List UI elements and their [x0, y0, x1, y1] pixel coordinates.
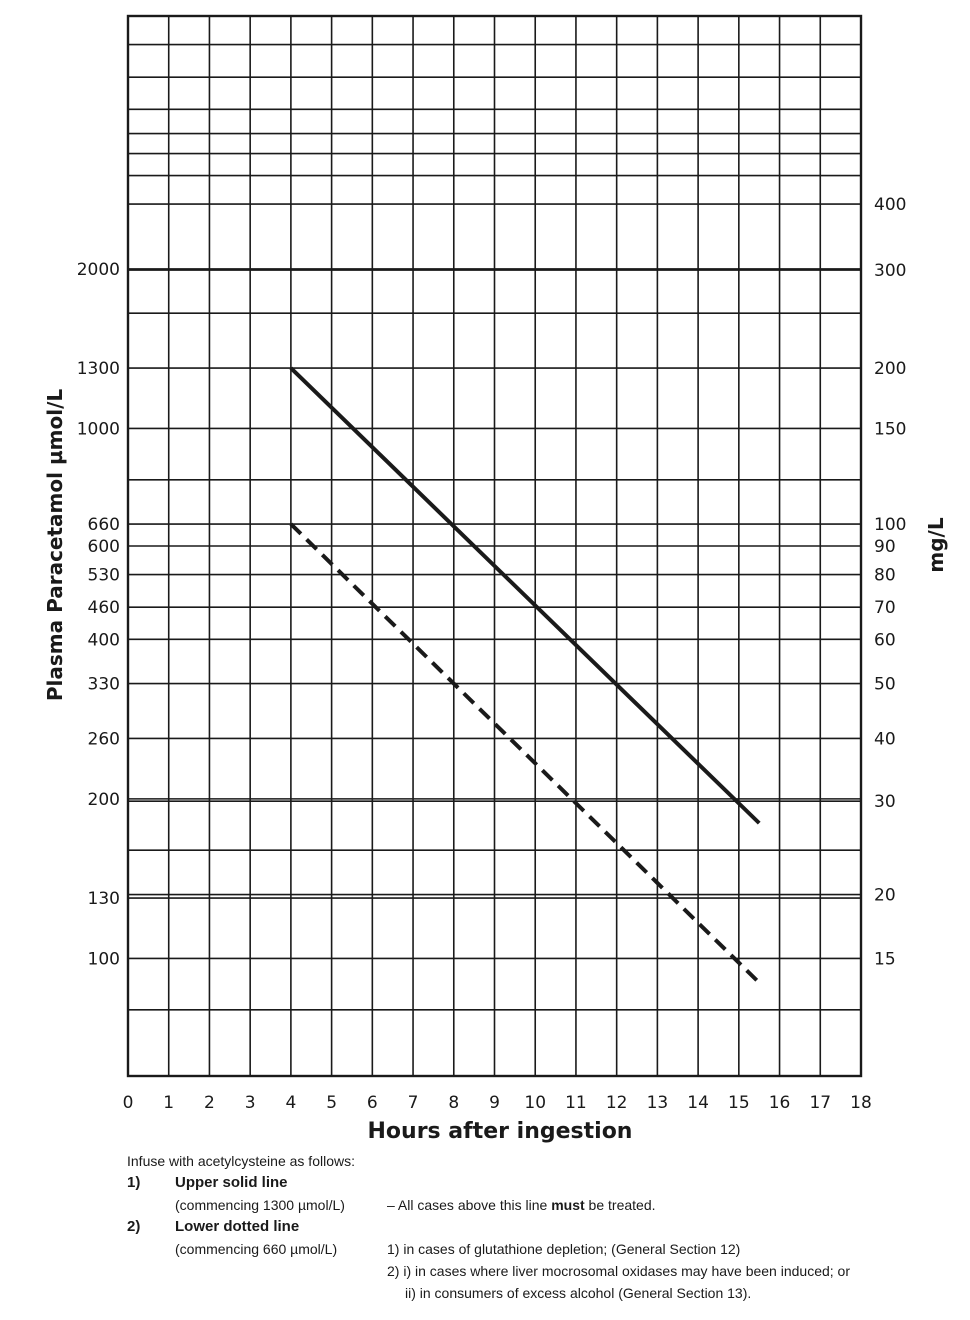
note-item-2-commence: (commencing 660 µmol/L) — [175, 1241, 338, 1257]
upper-solid-line — [289, 366, 761, 825]
x-tick-label: 9 — [489, 1093, 500, 1113]
x-tick-label: 17 — [809, 1093, 831, 1113]
right-tick-label: 30 — [874, 792, 896, 812]
right-tick-label: 400 — [874, 195, 906, 215]
left-tick-label: 100 — [88, 949, 120, 969]
right-tick-label: 70 — [874, 598, 896, 618]
horizontal-gridlines — [128, 15, 861, 1011]
x-tick-label: 14 — [687, 1093, 709, 1113]
treatment-notes: Infuse with acetylcysteine as follows: 1… — [127, 1150, 947, 1304]
left-tick-label: 200 — [88, 790, 120, 810]
x-tick-label: 15 — [728, 1093, 750, 1113]
left-tick-label: 330 — [88, 675, 120, 695]
nomogram-chart: 0 1 2 3 4 5 6 7 8 9 10 11 12 13 14 15 16 17 18 20001300100… — [43, 14, 948, 1144]
x-tick-label: 12 — [606, 1093, 628, 1113]
right-tick-label: 20 — [874, 886, 896, 906]
left-tick-label: 130 — [88, 889, 120, 909]
x-tick-label: 3 — [245, 1093, 256, 1113]
left-tick-label: 260 — [88, 729, 120, 749]
right-tick-label: 90 — [874, 537, 896, 557]
left-tick-label: 400 — [88, 630, 120, 650]
left-tick-label: 530 — [88, 566, 120, 586]
note-item-2-line-3: ii) in consumers of excess alcohol (Gene… — [405, 1285, 752, 1301]
right-tick-label: 100 — [874, 515, 906, 535]
note-item-2-line-1: 1) in cases of glutathione depletion; (G… — [387, 1241, 741, 1257]
right-tick-label: 80 — [874, 566, 896, 586]
x-tick-label: 8 — [448, 1093, 459, 1113]
right-tick-label: 300 — [874, 261, 906, 281]
left-tick-label: 2000 — [77, 260, 120, 280]
left-tick-label: 460 — [88, 598, 120, 618]
right-tick-label: 50 — [874, 675, 896, 695]
note-item-2: 2) Lower dotted line — [127, 1216, 947, 1238]
x-tick-label: 2 — [204, 1093, 215, 1113]
note-item-2-number: 2) — [127, 1218, 141, 1235]
left-tick-label: 660 — [88, 515, 120, 535]
note-item-1: 1) Upper solid line — [127, 1172, 947, 1194]
x-tick-label: 13 — [647, 1093, 669, 1113]
note-item-1-text: – All cases above this line must be trea… — [387, 1194, 656, 1216]
x-tick-label: 5 — [326, 1093, 337, 1113]
x-tick-label: 18 — [850, 1093, 872, 1113]
right-tick-label: 200 — [874, 359, 906, 379]
y-axis-label-left: Plasma Paracetamol µmol/L — [43, 389, 67, 702]
notes-intro: Infuse with acetylcysteine as follows: — [127, 1153, 355, 1169]
x-tick-label: 16 — [769, 1093, 791, 1113]
right-tick-label: 60 — [874, 630, 896, 650]
note-item-1-commence: (commencing 1300 µmol/L) — [175, 1197, 345, 1213]
x-tick-label: 0 — [123, 1093, 134, 1113]
plot-frame — [126, 14, 863, 1078]
x-tick-label: 4 — [285, 1093, 296, 1113]
y-axis-label-right: mg/L — [924, 517, 948, 572]
x-tick-label: 6 — [367, 1093, 378, 1113]
note-item-1-text-b: be treated. — [584, 1197, 656, 1213]
x-tick-label: 10 — [524, 1093, 546, 1113]
right-tick-label: 150 — [874, 419, 906, 439]
note-item-2-line-2: 2) i) in cases where liver mocrosomal ox… — [387, 1263, 850, 1279]
left-tick-label: 600 — [88, 537, 120, 557]
note-item-1-text-bold: must — [551, 1197, 585, 1213]
x-tick-label: 1 — [163, 1093, 174, 1113]
x-tick-labels: 0 1 2 3 4 5 6 7 8 9 10 11 12 13 14 15 16 17 18 — [123, 1093, 872, 1113]
left-tick-label: 1300 — [77, 359, 120, 379]
note-item-2-title: Lower dotted line — [175, 1218, 300, 1235]
left-tick-label: 1000 — [77, 419, 120, 439]
note-item-1-title: Upper solid line — [175, 1174, 288, 1191]
right-tick-label: 15 — [874, 949, 896, 969]
note-item-1-text-a: – All cases above this line — [387, 1197, 552, 1213]
right-tick-label: 40 — [874, 729, 896, 749]
x-tick-label: 11 — [565, 1093, 587, 1113]
note-item-1-number: 1) — [127, 1174, 141, 1191]
note-item-2-detail: (commencing 660 µmol/L) 1) in cases of g… — [175, 1238, 947, 1260]
series-lines — [289, 366, 761, 985]
x-axis-label: Hours after ingestion — [368, 1119, 633, 1144]
note-item-1-detail: (commencing 1300 µmol/L) – All cases abo… — [175, 1194, 947, 1216]
x-tick-label: 7 — [408, 1093, 419, 1113]
